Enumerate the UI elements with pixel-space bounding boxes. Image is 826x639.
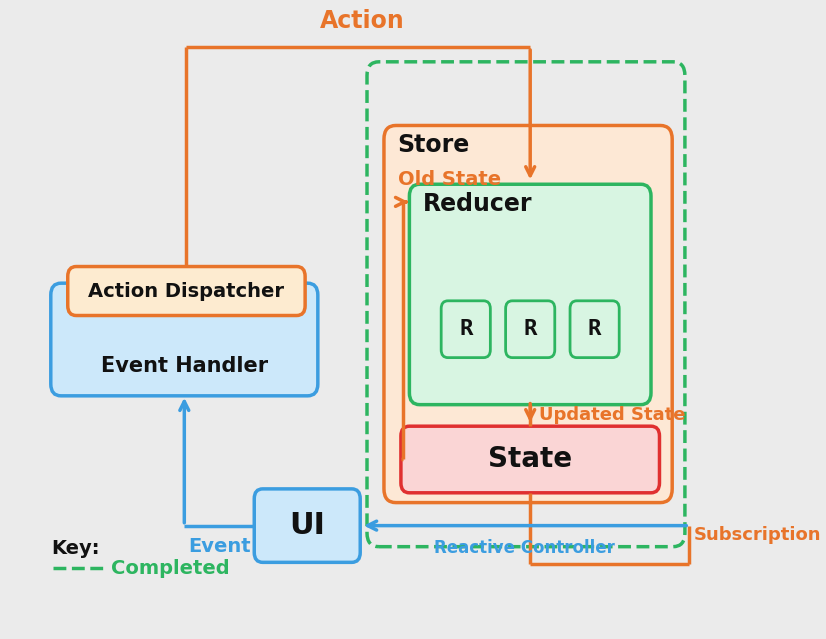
Text: Action Dispatcher: Action Dispatcher [88,282,284,300]
FancyBboxPatch shape [401,426,659,493]
Text: R: R [459,320,472,339]
FancyBboxPatch shape [50,283,318,396]
Text: Reactive Controller: Reactive Controller [434,539,615,557]
Text: Completed: Completed [111,558,230,578]
Text: Event: Event [188,537,250,557]
FancyBboxPatch shape [254,489,360,562]
Text: State: State [488,445,572,473]
FancyBboxPatch shape [441,301,491,358]
Text: Updated State: Updated State [539,406,686,424]
FancyBboxPatch shape [384,125,672,503]
Text: Event Handler: Event Handler [101,357,268,376]
Text: Action: Action [320,10,405,33]
Text: Store: Store [397,133,470,157]
FancyBboxPatch shape [570,301,620,358]
FancyBboxPatch shape [410,184,651,404]
Text: Subscription: Subscription [693,526,821,544]
Text: UI: UI [289,511,325,540]
FancyBboxPatch shape [68,266,305,316]
Text: Reducer: Reducer [423,192,533,216]
Text: Old State: Old State [397,170,501,189]
FancyBboxPatch shape [506,301,555,358]
Text: Key:: Key: [50,539,99,558]
Text: R: R [588,320,601,339]
Text: R: R [524,320,537,339]
